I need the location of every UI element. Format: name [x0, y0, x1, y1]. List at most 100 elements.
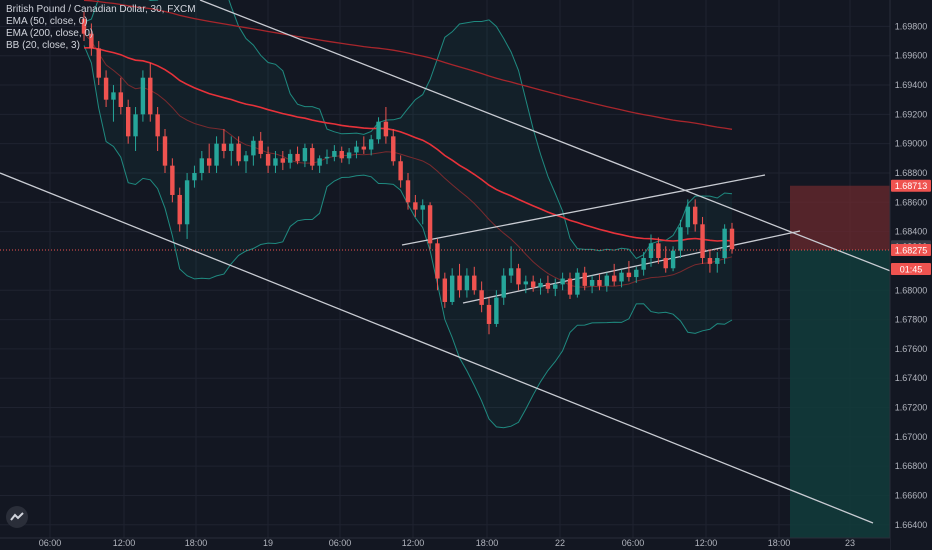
stop-loss-zone — [790, 186, 890, 250]
candle-body — [347, 152, 351, 158]
candle-body — [597, 280, 601, 286]
price-tick-label: 1.67800 — [895, 315, 928, 325]
candle-body — [538, 283, 542, 287]
candle-body — [627, 273, 631, 277]
candle-body — [251, 141, 255, 156]
candle-body — [406, 180, 410, 202]
candle-body — [104, 78, 108, 100]
candle-body — [605, 276, 609, 286]
candle-body — [641, 258, 645, 270]
price-tick-label: 1.66600 — [895, 490, 928, 500]
candle-body — [376, 122, 380, 140]
price-tick-label: 1.69600 — [895, 51, 928, 61]
candle-body — [325, 157, 329, 158]
candle-body — [516, 268, 520, 284]
candle-body — [575, 273, 579, 295]
position-zones — [790, 186, 890, 538]
candle-body — [715, 258, 719, 264]
tradingview-logo-icon[interactable] — [6, 506, 28, 528]
candle-body — [671, 251, 675, 269]
candle-body — [244, 155, 248, 161]
price-tick-label: 1.67400 — [895, 373, 928, 383]
time-tick-label: 22 — [555, 538, 565, 548]
candle-body — [119, 92, 123, 107]
price-label: 1.68275 — [895, 245, 928, 255]
candle-body — [472, 276, 476, 291]
candle-body — [310, 148, 314, 166]
candle-body — [148, 78, 152, 115]
chart-legend: British Pound / Canadian Dollar, 30, FXC… — [6, 4, 196, 52]
price-tick-label: 1.67200 — [895, 403, 928, 413]
candle-body — [686, 207, 690, 228]
candle-body — [340, 151, 344, 158]
candle-body — [111, 92, 115, 99]
candle-body — [479, 290, 483, 305]
candle-body — [664, 258, 668, 268]
candle-body — [126, 107, 130, 136]
candle-body — [509, 268, 513, 275]
candle-body — [450, 276, 454, 302]
candle-body — [590, 280, 594, 286]
candle-body — [354, 147, 358, 153]
candle-body — [303, 148, 307, 161]
time-tick-label: 06:00 — [39, 538, 62, 548]
candle-body — [214, 144, 218, 166]
candle-body — [295, 154, 299, 161]
candle-body — [222, 144, 226, 151]
candle-body — [398, 161, 402, 180]
symbol-title[interactable]: British Pound / Canadian Dollar, 30, FXC… — [6, 4, 196, 16]
candle-body — [553, 284, 557, 288]
price-tick-label: 1.68600 — [895, 197, 928, 207]
candle-body — [524, 281, 528, 284]
candle-body — [141, 78, 145, 115]
candle-body — [649, 243, 653, 258]
candle-body — [317, 158, 321, 165]
candle-body — [288, 154, 292, 163]
candle-body — [178, 195, 182, 224]
price-tick-label: 1.68000 — [895, 285, 928, 295]
candle-body — [185, 180, 189, 224]
candle-body — [133, 114, 137, 136]
time-tick-label: 18:00 — [185, 538, 208, 548]
time-tick-label: 23 — [845, 538, 855, 548]
candle-body — [435, 243, 439, 278]
candle-body — [502, 276, 506, 298]
candle-body — [560, 279, 564, 285]
price-tick-label: 1.66400 — [895, 520, 928, 530]
candle-body — [465, 276, 469, 291]
price-label: 01:45 — [900, 265, 923, 275]
time-tick-label: 12:00 — [113, 538, 136, 548]
time-tick-label: 12:00 — [402, 538, 425, 548]
candle-body — [531, 281, 535, 287]
price-tick-label: 1.68800 — [895, 168, 928, 178]
price-tick-label: 1.66800 — [895, 461, 928, 471]
ema50-label[interactable]: EMA (50, close, 0) — [6, 16, 196, 28]
candle-body — [259, 141, 263, 154]
candle-body — [730, 229, 734, 250]
candle-body — [546, 283, 550, 289]
candle-body — [487, 305, 491, 324]
price-tick-label: 1.69000 — [895, 139, 928, 149]
candle-body — [413, 202, 417, 209]
candle-body — [583, 273, 587, 286]
candle-body — [97, 48, 101, 77]
candle-body — [391, 136, 395, 161]
candle-body — [708, 258, 712, 264]
candle-body — [236, 144, 240, 162]
candle-body — [494, 298, 498, 324]
price-tick-label: 1.69800 — [895, 21, 928, 31]
ema200-label[interactable]: EMA (200, close, 0) — [6, 28, 196, 40]
price-tick-label: 1.69400 — [895, 80, 928, 90]
candle-body — [266, 154, 270, 166]
candle-body — [170, 166, 174, 195]
candle-body — [273, 158, 277, 165]
price-tick-label: 1.68400 — [895, 227, 928, 237]
candle-body — [612, 276, 616, 282]
candle-body — [678, 227, 682, 250]
candle-body — [155, 114, 159, 136]
price-tick-label: 1.67600 — [895, 344, 928, 354]
candle-body — [619, 273, 623, 282]
bb-label[interactable]: BB (20, close, 3) — [6, 40, 196, 52]
price-label: 1.68713 — [895, 181, 928, 191]
